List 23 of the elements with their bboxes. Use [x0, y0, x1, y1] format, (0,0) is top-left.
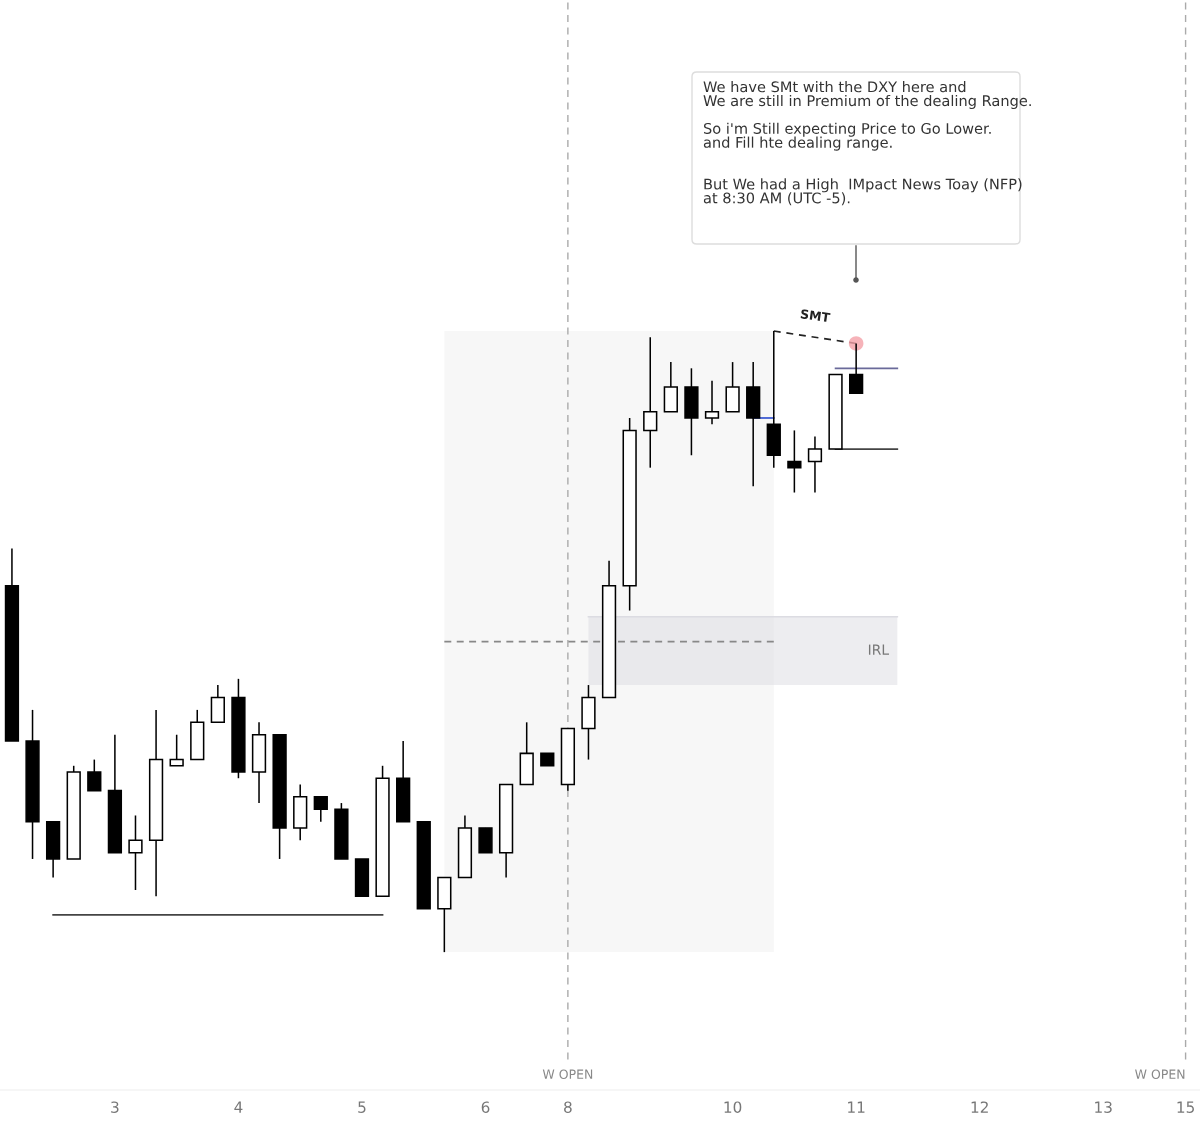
- x-tick-label: 15: [1177, 1101, 1194, 1113]
- candlestick: [704, 379, 720, 425]
- x-tick-label: 5: [358, 1101, 366, 1113]
- candlestick: [169, 733, 184, 767]
- ref-line-label: W OPEN: [542, 1069, 593, 1079]
- candlestick: [87, 758, 102, 792]
- x-tick-label: 13: [1095, 1101, 1112, 1113]
- x-tick-label: 8: [564, 1101, 572, 1113]
- candlestick: [643, 336, 658, 469]
- x-tick-label: 10: [724, 1101, 742, 1113]
- ref-line-label: W OPEN: [1135, 1069, 1185, 1079]
- candlestick: [807, 435, 823, 494]
- x-tick-label: 3: [111, 1101, 119, 1113]
- candlestick: [128, 814, 143, 891]
- annotation: IRL: [868, 644, 890, 655]
- candlestick: [313, 796, 328, 823]
- candlestick: [787, 429, 802, 494]
- x-tick-label: 12: [971, 1101, 988, 1113]
- text: We have SMt with the DXY here and We are still in Premium of the dealing Range. So i'm Still expecting Price to Go Lower. and Fill hte dealing range. But We had a High IMpact News Toay (NFP) at 8:30 AM (UTC -5).: [703, 81, 1031, 206]
- x-tick-label: 4: [234, 1101, 243, 1113]
- text: SMT: [800, 309, 831, 323]
- x-tick-label: 11: [848, 1101, 865, 1113]
- x-tick-label: 6: [481, 1101, 490, 1113]
